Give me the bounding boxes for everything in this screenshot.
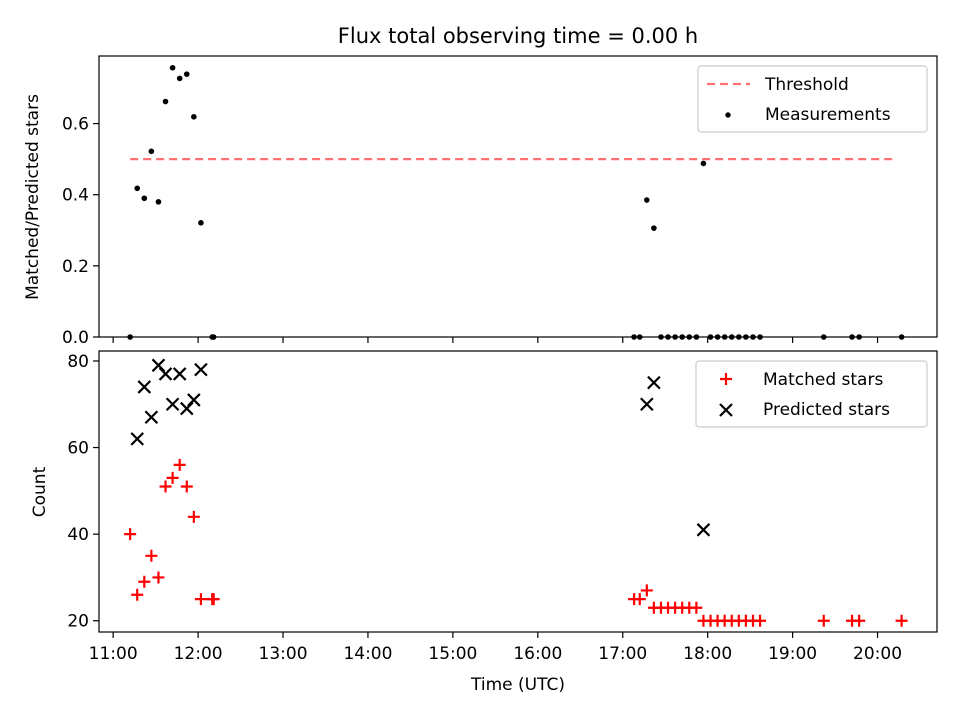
- matched-star-point: [853, 614, 866, 627]
- matched-star-point: [690, 601, 703, 614]
- top-ticks: 0.0 0.2 0.4 0.6: [62, 115, 879, 348]
- top-y-tick-label: 0.4: [62, 186, 89, 206]
- bottom-axes-frame: [98, 350, 938, 633]
- predicted-star-point: [137, 380, 152, 394]
- predicted-legend-swatch: [719, 403, 733, 417]
- top-legend-box: [697, 65, 928, 133]
- measurement-point: [198, 220, 204, 226]
- measurements-legend-label: Measurements: [765, 105, 891, 125]
- bottom-legend: Matched stars Predicted stars: [695, 360, 928, 428]
- threshold-legend-label: Threshold: [764, 75, 849, 95]
- matched-star-point: [180, 480, 193, 493]
- matched-star-point: [895, 614, 908, 627]
- figure-title: Flux total observing time = 0.00 h: [338, 24, 698, 48]
- matched-star-point: [817, 614, 830, 627]
- matched-legend-label: Matched stars: [763, 370, 883, 390]
- measurement-point: [155, 199, 162, 205]
- matched-star-point: [124, 528, 137, 541]
- measurements-legend-swatch: [725, 112, 731, 118]
- measurement-point: [191, 114, 197, 120]
- x-tick-label: 17:00: [598, 644, 647, 664]
- bottom-ylabel: Count: [30, 466, 50, 517]
- bottom-y-tick-label: 20: [67, 612, 89, 632]
- predicted-star-point: [640, 397, 654, 412]
- bottom-y-tick-label: 60: [67, 439, 89, 459]
- x-tick-label: 13:00: [259, 644, 308, 664]
- matched-star-point: [173, 458, 186, 471]
- measurement-point: [134, 185, 141, 192]
- predicted-star-point: [179, 401, 194, 416]
- predicted-legend-label: Predicted stars: [763, 400, 890, 420]
- x-tick-label: 20:00: [853, 644, 902, 664]
- x-tick-label: 14:00: [343, 644, 392, 664]
- x-tick-label: 11:00: [89, 644, 138, 664]
- predicted-star-point: [158, 367, 173, 381]
- matched-star-point: [633, 593, 646, 606]
- matched-star-point: [754, 614, 767, 627]
- matched-star-point: [131, 588, 144, 601]
- matched-star-point: [640, 584, 653, 597]
- measurement-point: [148, 148, 155, 155]
- matched-star-point: [187, 510, 200, 523]
- measurement-point: [169, 64, 176, 71]
- x-axis-label: Time (UTC): [470, 675, 565, 695]
- x-tick-label: 12:00: [174, 644, 223, 664]
- bottom-y-tick-label: 40: [67, 525, 89, 545]
- predicted-star-point: [194, 362, 208, 377]
- matched-legend-swatch: [720, 373, 732, 385]
- matched-star-point: [145, 549, 158, 562]
- top-panel: Matched/Predicted stars 0.0 0.2 0.4 0.6 Thr…: [23, 55, 938, 348]
- x-tick-label: 15:00: [428, 644, 477, 664]
- bottom-ticks: 11:00 12:00 13:00 14:00 15:00 16:00 17:00 18:00…: [67, 352, 902, 664]
- top-y-tick-label: 0.2: [62, 257, 89, 277]
- predicted-star-point: [696, 523, 711, 537]
- predicted-star-point: [130, 432, 144, 446]
- measurement-point: [700, 160, 707, 167]
- matched-star-point: [159, 480, 172, 493]
- x-tick-label: 19:00: [768, 644, 817, 664]
- matched-star-point: [166, 471, 179, 484]
- measurement-point: [176, 75, 183, 82]
- matched-star-point: [194, 593, 207, 606]
- top-axes-frame: [98, 55, 938, 338]
- x-tick-label: 18:00: [683, 644, 732, 664]
- top-y-tick-label: 0.6: [62, 115, 89, 135]
- predicted-star-point: [647, 375, 661, 390]
- measurement-point: [162, 98, 169, 105]
- top-ylabel: Matched/Predicted stars: [23, 94, 43, 300]
- measurement-point: [141, 195, 148, 202]
- bottom-panel: Count 11:00 12:00 13:00 14:00 15:00 16:00 17:0…: [30, 350, 938, 695]
- matched-star-point: [207, 593, 220, 606]
- top-legend: Threshold Measurements: [697, 65, 928, 133]
- predicted-star-point: [172, 367, 187, 381]
- matched-star-point: [152, 571, 165, 584]
- x-tick-label: 16:00: [513, 644, 562, 664]
- top-marks: [127, 64, 905, 340]
- top-y-tick-label: 0.0: [62, 328, 89, 348]
- bottom-y-tick-label: 80: [67, 352, 89, 372]
- predicted-star-point: [187, 393, 201, 407]
- predicted-star-point: [165, 397, 180, 412]
- matched-star-point: [138, 575, 151, 588]
- bottom-marks: [124, 358, 908, 627]
- measurement-point: [644, 197, 650, 203]
- bottom-legend-box: [695, 360, 928, 428]
- measurement-point: [651, 225, 657, 231]
- measurement-point: [183, 71, 190, 77]
- predicted-star-point: [144, 410, 159, 425]
- predicted-star-point: [151, 358, 166, 373]
